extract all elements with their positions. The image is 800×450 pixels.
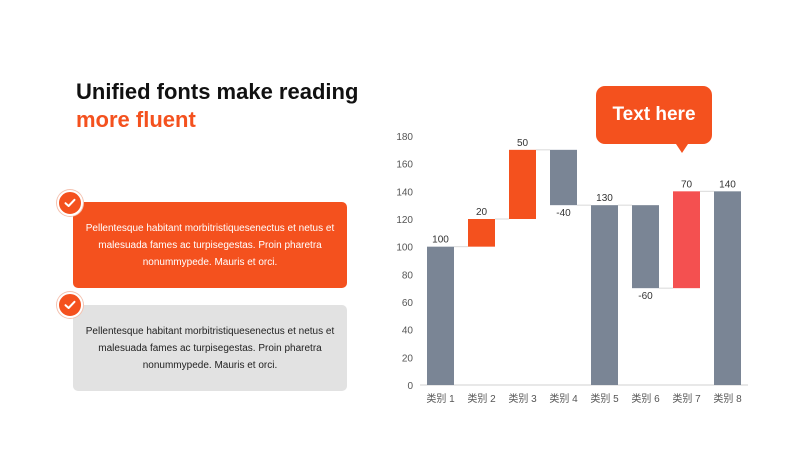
text-card-2: Pellentesque habitant morbitristiquesene… — [73, 305, 347, 391]
data-label: 70 — [681, 179, 693, 190]
y-tick-label: 180 — [396, 132, 413, 143]
data-label: 50 — [517, 138, 529, 149]
y-tick-label: 20 — [402, 353, 414, 364]
bar — [714, 191, 741, 385]
title-line-1: Unified fonts make reading — [76, 79, 359, 104]
y-tick-label: 140 — [396, 187, 413, 198]
data-label: 130 — [596, 193, 613, 204]
x-tick-label: 类别 1 — [426, 392, 455, 405]
y-tick-label: 160 — [396, 160, 413, 171]
data-label: 20 — [476, 207, 488, 218]
x-tick-label: 类别 2 — [467, 392, 496, 405]
x-tick-label: 类别 8 — [713, 392, 742, 405]
bar — [468, 219, 495, 247]
x-tick-label: 类别 3 — [508, 392, 537, 405]
check-icon — [57, 190, 83, 216]
data-label: 100 — [432, 235, 449, 246]
x-tick-label: 类别 4 — [549, 392, 578, 405]
check-icon — [57, 292, 83, 318]
data-label: -40 — [556, 208, 571, 219]
bar — [673, 191, 700, 289]
bar — [427, 246, 454, 385]
text-card-2-body: Pellentesque habitant morbitristiquesene… — [85, 325, 335, 371]
y-tick-label: 80 — [402, 270, 414, 281]
data-label: -60 — [638, 291, 653, 302]
title-line-2: more fluent — [76, 107, 196, 132]
x-tick-label: 类别 7 — [672, 392, 701, 405]
x-tick-label: 类别 6 — [631, 392, 660, 405]
slide-title: Unified fonts make reading more fluent — [76, 78, 358, 134]
text-card-1: Pellentesque habitant morbitristiquesene… — [73, 202, 347, 288]
y-tick-label: 100 — [396, 243, 413, 254]
data-label: 140 — [719, 179, 736, 190]
callout-bubble: Text here — [596, 86, 712, 153]
bar — [632, 205, 659, 289]
bar — [509, 149, 536, 219]
x-tick-label: 类别 5 — [590, 392, 619, 405]
y-tick-label: 40 — [402, 326, 414, 337]
callout-text: Text here — [612, 104, 696, 125]
y-tick-label: 0 — [407, 381, 413, 392]
text-card-1-body: Pellentesque habitant morbitristiquesene… — [85, 222, 335, 268]
bar — [591, 205, 618, 385]
bar — [550, 149, 577, 206]
y-tick-label: 120 — [396, 215, 413, 226]
y-tick-label: 60 — [402, 298, 414, 309]
